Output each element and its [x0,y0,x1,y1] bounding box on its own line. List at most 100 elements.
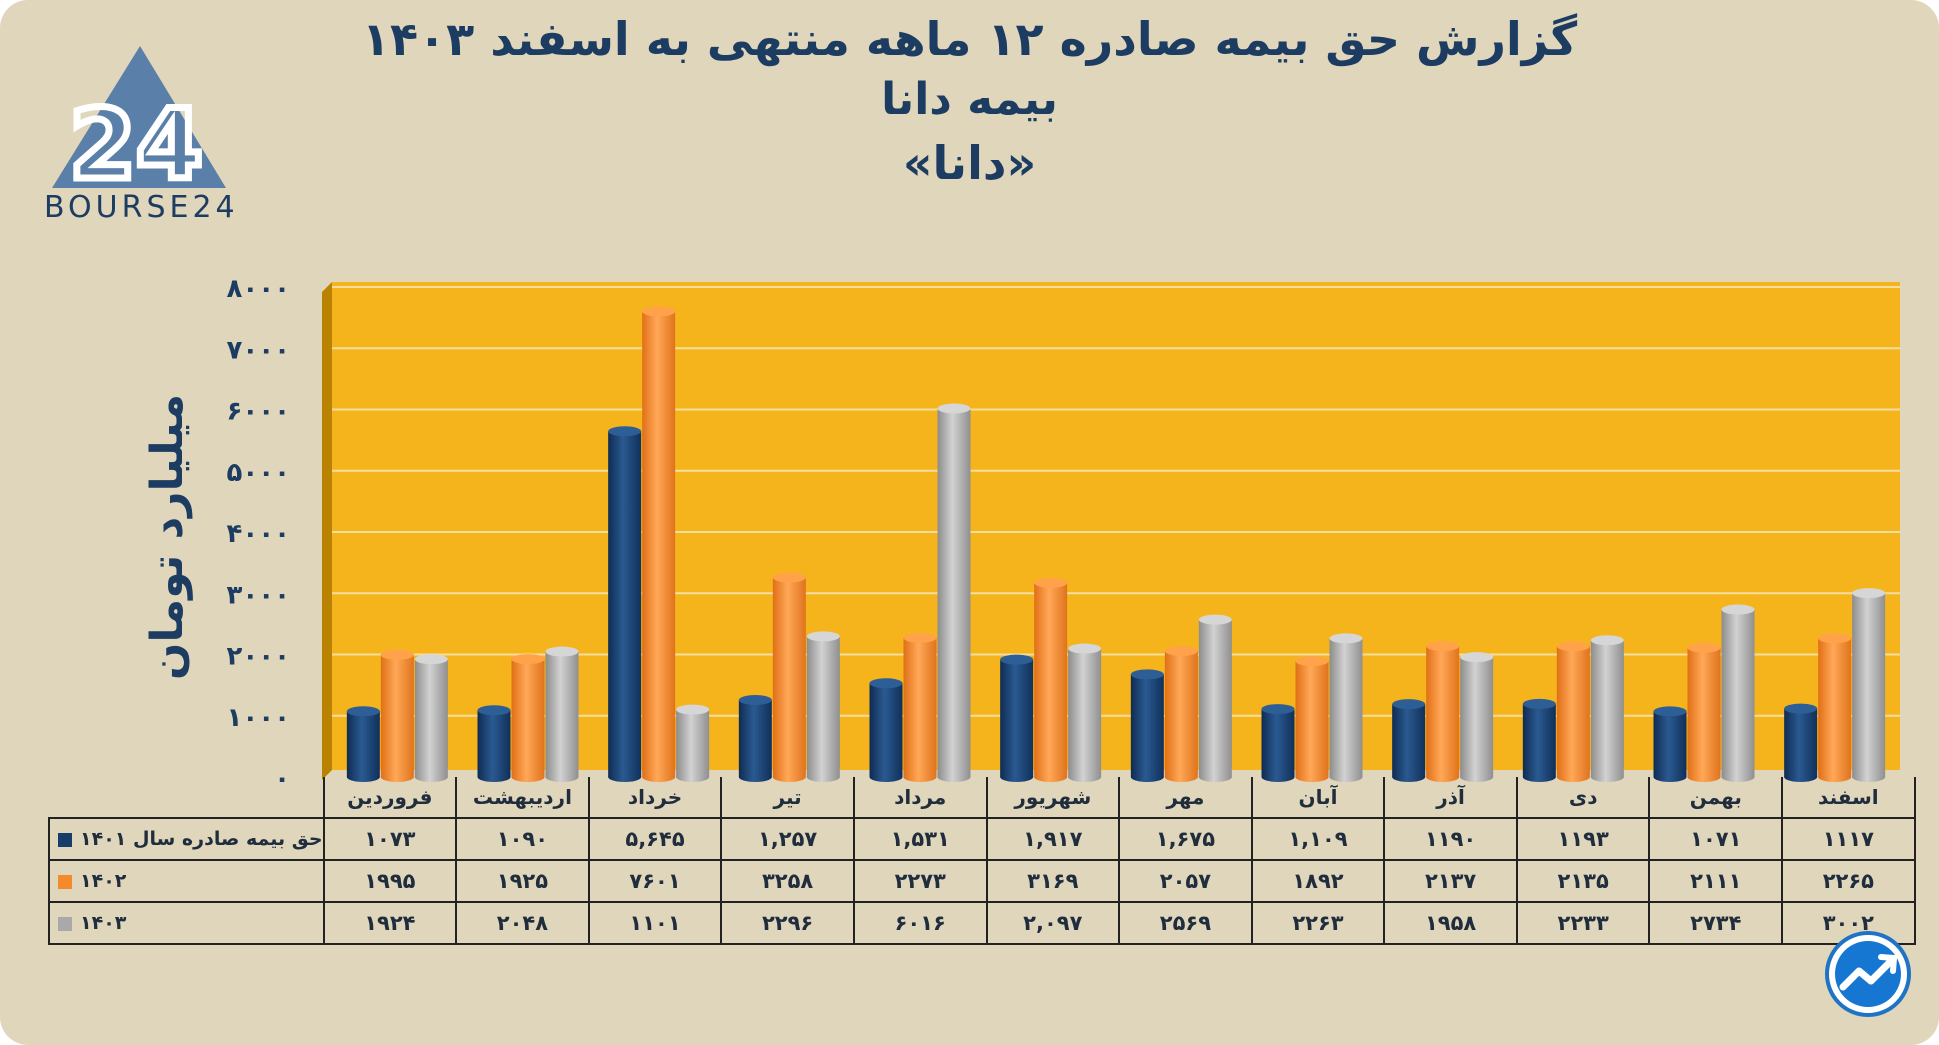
bar-cap [414,654,448,665]
bar-cap [1295,656,1329,667]
category-label: مرداد [852,777,988,819]
series-name: ۱۴۰۲ [80,870,127,892]
bar [642,311,676,777]
y-tick-label: ۵۰۰۰ [227,458,290,488]
data-label: ۱۰۹۰ [455,817,590,861]
table-corner [49,777,324,818]
bourse24-logo: 24 [52,46,226,205]
table-header-row: فروردین اردیبهشت خرداد تیر مرداد شهریور مهر آبا… [49,777,1916,819]
data-label: ۲,۰۹۷ [985,901,1121,945]
bar-cap [545,646,579,657]
bar-cap [1556,641,1590,652]
bar [1068,648,1102,777]
bar [1852,593,1886,777]
bar [738,700,772,777]
bar-cap [738,695,772,706]
data-label: ۱۸۹۲ [1250,859,1386,903]
data-label: ۱۹۲۴ [322,901,458,945]
bar-cap [380,649,414,660]
data-label: ۱۱۰۱ [587,901,723,945]
data-label: ۱,۹۱۷ [985,817,1121,861]
bar [380,654,414,777]
legend-swatch [58,916,72,931]
bar [1426,646,1460,777]
logo-mark: 24 [69,89,203,201]
bar-cap [869,678,903,689]
data-label: ۷۶۰۱ [587,859,723,903]
chart-subtitle: بیمه دانا [881,74,1058,125]
category-label: خرداد [587,777,723,819]
bar-cap [1068,643,1102,654]
logo-triangle [52,46,226,188]
data-label: ۵,۶۴۵ [587,817,723,861]
bar-chart: ۰ ۱۰۰۰ ۲۰۰۰ ۳۰۰۰ ۴۰۰۰ ۵۰۰۰ ۶۰۰۰ ۷۰۰۰ ۸۰۰۰ میلیار… [142,274,1900,790]
y-tick-label: ۶۰۰۰ [227,397,290,427]
data-label: ۲۲۶۳ [1250,901,1386,945]
data-label: ۱,۶۷۵ [1118,817,1253,861]
y-tick-label: ۰ [274,764,290,790]
bar-cap [477,705,511,716]
y-axis-ticks: ۰ ۱۰۰۰ ۲۰۰۰ ۳۰۰۰ ۴۰۰۰ ۵۰۰۰ ۶۰۰۰ ۷۰۰۰ ۸۰۰۰ [227,274,290,790]
bar-cap [1460,652,1494,663]
bar [937,408,971,777]
data-label: ۲۱۳۵ [1515,859,1651,903]
logo-text: BOURSE24 [44,190,239,225]
category-label: فروردین [322,777,458,819]
bar [1295,661,1329,777]
bar [414,659,448,777]
legend-entry: حق بیمه صادره سال ۱۴۰۱ [48,817,325,861]
bar-cap [1261,704,1295,715]
data-label: ۲۲۳۳ [1515,901,1651,945]
bar [1721,609,1755,777]
bar-cap [1522,698,1556,709]
data-label: ۱,۵۳۱ [852,817,988,861]
bar-cap [511,654,545,665]
table-row: ۱۴۰۲ ۱۹۹۵ ۱۹۲۵ ۷۶۰۱ ۳۲۵۸ ۲۲۷۳ ۳۱۶۹ ۲۰۵۷ ۱۸۹۲ ۲۱۳۷… [48,859,1916,903]
table-row: حق بیمه صادره سال ۱۴۰۱ ۱۰۷۳ ۱۰۹۰ ۵,۶۴۵ ۱,۲۵۷… [48,817,1916,861]
data-label: ۳۲۵۸ [720,859,855,903]
category-label: بهمن [1648,777,1784,819]
category-label: اسفند [1781,777,1916,819]
table-row: ۱۴۰۳ ۱۹۲۴ ۲۰۴۸ ۱۱۰۱ ۲۲۹۶ ۶۰۱۶ ۲,۰۹۷ ۲۵۶۹ ۲۲۶۳ ۱۹۵… [48,901,1916,945]
category-label: اردیبهشت [455,777,590,819]
y-tick-label: ۷۰۰۰ [227,335,290,365]
data-label: ۱۱۹۰ [1383,817,1518,861]
bar [772,577,806,777]
grid-lines [332,286,1900,717]
data-table: فروردین اردیبهشت خرداد تیر مرداد شهریور مهر آبا… [48,777,1916,945]
category-label: مهر [1118,777,1253,819]
bar [676,709,710,777]
y-tick-label: ۴۰۰۰ [227,519,290,549]
plot-side-wall [322,282,332,780]
bar [1130,674,1164,777]
data-label: ۱۱۹۳ [1515,817,1651,861]
bar [806,636,840,777]
legend-entry: ۱۴۰۲ [48,859,325,903]
bar [477,710,511,777]
data-label: ۲۲۷۳ [852,859,988,903]
data-label: ۱۹۵۸ [1383,901,1518,945]
bar [1590,640,1624,777]
bar-cap [1653,706,1687,717]
bar-cap [1000,654,1034,665]
bar-cap [1164,646,1198,657]
chart-ticker: «دانا» [902,136,1037,190]
bar [1818,638,1852,777]
y-tick-label: ۲۰۰۰ [227,642,290,672]
bar [1000,659,1034,777]
bar-cap [1034,577,1068,588]
data-label: ۲۵۶۹ [1118,901,1253,945]
bar-cap [772,572,806,583]
bar [1198,619,1232,777]
data-label: ۲۷۳۴ [1648,901,1784,945]
bar [1034,582,1068,777]
data-label: ۲۰۵۷ [1118,859,1253,903]
bar [869,683,903,777]
bar [545,651,579,777]
data-label: ۱۰۷۳ [322,817,458,861]
data-label: ۱۰۷۱ [1648,817,1784,861]
bar [1556,646,1590,777]
data-label: ۱۹۹۵ [322,859,458,903]
bar-cap [1784,703,1818,714]
y-tick-label: ۸۰۰۰ [227,274,290,304]
